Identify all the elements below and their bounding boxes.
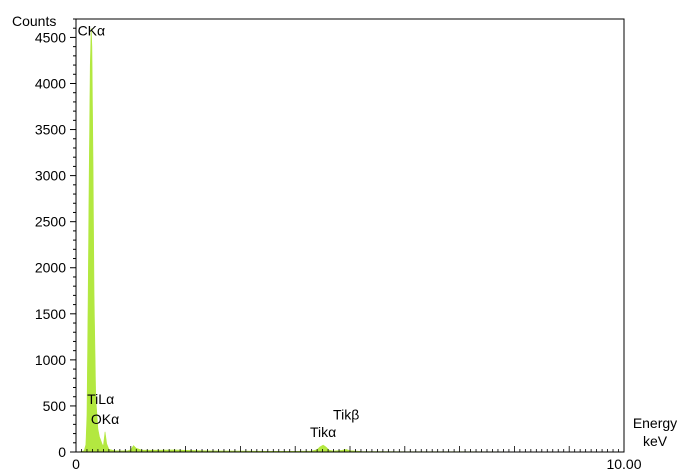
- y-axis-ticks: [70, 18, 76, 453]
- y-tick-label: 2000: [35, 260, 66, 276]
- y-tick-label: 2500: [35, 214, 66, 230]
- y-tick-label: 3500: [35, 122, 66, 138]
- peak-label: Tikα: [310, 424, 336, 440]
- x-axis-tick-labels: 0 10.00: [72, 456, 642, 472]
- peak-label: Tikβ: [333, 407, 359, 423]
- x-tick-label: 0: [72, 456, 80, 472]
- x-axis-unit: keV: [643, 433, 668, 449]
- x-axis-title: Energy: [633, 415, 677, 431]
- spectrum-layer: [75, 28, 625, 453]
- y-axis-title: Counts: [12, 13, 56, 29]
- y-tick-label: 1500: [35, 306, 66, 322]
- y-tick-label: 0: [58, 444, 66, 460]
- y-tick-label: 1000: [35, 352, 66, 368]
- y-axis-tick-labels: 0 500 1000 1500 2000 2500 3000 3500 4000 4500: [35, 29, 66, 460]
- y-tick-label: 4500: [35, 29, 66, 45]
- peak-label: OKα: [91, 411, 119, 427]
- y-tick-label: 500: [43, 398, 67, 414]
- x-axis-ticks: [75, 446, 625, 452]
- plot-frame: [75, 18, 625, 453]
- x-tick-label: 10.00: [606, 456, 641, 472]
- peak-label: CKα: [78, 22, 106, 38]
- y-tick-label: 4000: [35, 75, 66, 91]
- spectrum-area: [75, 28, 625, 453]
- peak-label: TiLα: [87, 391, 114, 407]
- y-tick-label: 3000: [35, 168, 66, 184]
